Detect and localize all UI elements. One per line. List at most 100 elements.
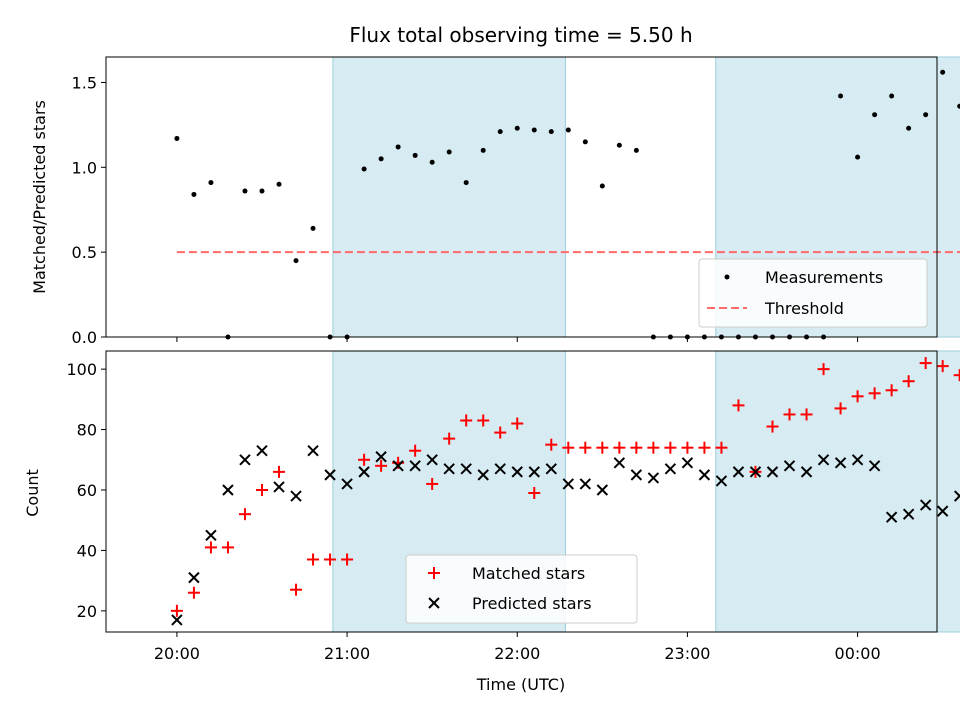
- matched-stars-point-9: [307, 553, 320, 566]
- matched-stars-point-20: [494, 426, 507, 439]
- measurements-point-45: [923, 112, 929, 118]
- measurements-point-9: [310, 225, 316, 231]
- matched-stars-point-22: [528, 487, 541, 500]
- matched-stars-point-46: [936, 360, 949, 373]
- measurements-point-46: [940, 69, 946, 75]
- matched-stars-point-36: [766, 420, 779, 433]
- measurements-point-12: [361, 166, 367, 172]
- predicted-stars-point-15: [409, 460, 421, 472]
- measurements-point-8: [293, 258, 299, 264]
- matched-stars-point-1: [170, 604, 183, 617]
- matched-stars-point-11: [341, 553, 354, 566]
- measurements-point-44: [906, 125, 912, 131]
- matched-stars-point-8: [290, 583, 303, 596]
- matched-stars-point-38: [800, 408, 813, 421]
- matched-stars-point-33: [715, 441, 728, 454]
- matched-stars-point-27: [613, 441, 626, 454]
- predicted-stars-point-44: [902, 508, 915, 520]
- matched-stars-point-32: [698, 441, 711, 454]
- predicted-stars-point-38: [800, 466, 813, 478]
- legend-label-matched-stars: Matched stars: [472, 564, 585, 583]
- matched-stars-point-15: [409, 444, 422, 457]
- predicted-stars-point-19: [477, 469, 489, 481]
- predicted-stars-point-14: [392, 460, 404, 472]
- predicted-stars-point-33: [715, 475, 728, 487]
- measurements-point-7: [276, 181, 282, 187]
- predicted-stars-point-40: [834, 457, 847, 469]
- bottom-y-tick-label-3: 60: [77, 481, 97, 500]
- predicted-stars-point-8: [290, 490, 302, 502]
- matched-stars-point-37: [783, 408, 796, 421]
- matched-stars-point-18: [460, 414, 473, 427]
- x-tick-label-2: 21:00: [324, 644, 370, 663]
- predicted-stars-point-11: [341, 478, 353, 490]
- matched-stars-point-31: [681, 441, 694, 454]
- top-legend: Measurements Threshold: [698, 258, 928, 328]
- measurements-point-18: [463, 180, 469, 186]
- measurements-point-1: [174, 135, 180, 141]
- predicted-stars-point-24: [562, 478, 575, 490]
- matched-stars-point-30: [664, 441, 677, 454]
- legend-label-predicted-stars: Predicted stars: [472, 594, 592, 613]
- measurements-point-13: [378, 156, 384, 162]
- measurements-point-14: [395, 144, 401, 150]
- bottom-y-tick-label-2: 40: [77, 541, 97, 560]
- predicted-stars-point-37: [783, 460, 796, 472]
- matched-stars-point-16: [426, 477, 439, 490]
- predicted-stars-point-42: [868, 460, 881, 472]
- legend-label-measurements: Measurements: [765, 268, 883, 287]
- predicted-stars-point-13: [375, 451, 387, 463]
- measurements-point-21: [514, 125, 520, 131]
- predicted-stars-point-23: [545, 463, 557, 475]
- bottom-y-tick-label-5: 100: [66, 360, 97, 379]
- predicted-stars-point-7: [273, 481, 285, 493]
- measurements-point-41: [855, 154, 861, 160]
- predicted-stars-point-9: [307, 445, 319, 457]
- matched-stars-point-28: [630, 441, 643, 454]
- matched-stars-point-40: [834, 402, 847, 415]
- top-y-tick-label-2: 0.5: [72, 243, 97, 262]
- legend-marker-measurements: [724, 274, 730, 280]
- legend-marker-matched-stars: [428, 567, 440, 579]
- matched-stars-point-21: [511, 417, 524, 430]
- matched-stars-point-29: [647, 441, 660, 454]
- measurements-point-28: [633, 147, 639, 153]
- measurements-point-24: [565, 127, 571, 133]
- predicted-stars-point-16: [426, 454, 438, 466]
- matched-stars-point-41: [851, 390, 864, 403]
- bottom-legend-frame: [405, 554, 638, 624]
- measurements-point-16: [429, 159, 435, 165]
- predicted-stars-point-2: [188, 571, 200, 584]
- matched-stars-point-34: [732, 399, 745, 412]
- measurements-point-20: [497, 129, 503, 135]
- bottom-legend: Matched stars Predicted stars: [405, 554, 638, 624]
- predicted-stars-point-31: [681, 457, 694, 469]
- x-tick-label-3: 22:00: [494, 644, 540, 663]
- bottom-y-tick-label-1: 20: [77, 602, 97, 621]
- predicted-stars-point-5: [239, 454, 251, 466]
- predicted-stars-point-3: [205, 529, 217, 542]
- matched-stars-point-45: [919, 357, 932, 370]
- matched-stars-point-26: [596, 441, 609, 454]
- measurements-point-17: [446, 149, 452, 155]
- matched-stars-point-13: [375, 459, 388, 472]
- matched-stars-point-25: [579, 441, 592, 454]
- measurements-point-27: [616, 142, 622, 148]
- measurements-point-25: [582, 139, 588, 145]
- top-y-tick-label-3: 1.0: [72, 158, 97, 177]
- x-tick-label-4: 23:00: [664, 644, 710, 663]
- predicted-stars-point-22: [528, 466, 540, 478]
- top-y-axis-label: Matched/Predicted stars: [30, 100, 49, 294]
- predicted-stars-point-27: [613, 457, 626, 469]
- bottom-axes-frame: [105, 350, 938, 633]
- matched-stars-point-7: [273, 465, 286, 478]
- predicted-stars-point-29: [647, 472, 660, 484]
- matched-stars-point-2: [187, 586, 200, 599]
- matched-stars-point-44: [902, 375, 915, 388]
- matched-stars-point-4: [221, 541, 234, 554]
- measurements-point-6: [259, 188, 265, 194]
- matched-stars-point-6: [255, 483, 268, 496]
- measurements-point-40: [838, 93, 844, 99]
- top-shaded-interval-1: [332, 56, 566, 338]
